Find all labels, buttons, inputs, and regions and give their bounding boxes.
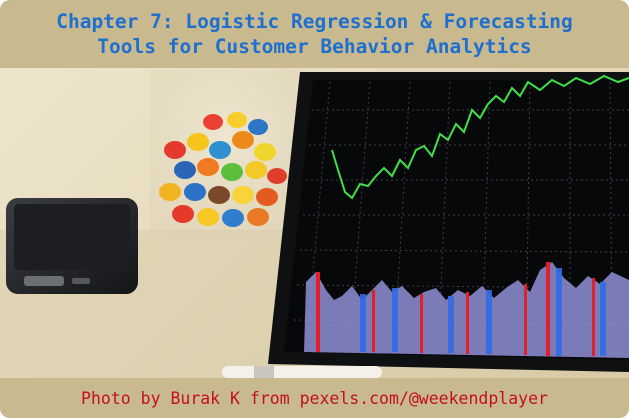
caption-band: Photo by Burak K from pexels.com/@weeken… [0,378,629,418]
chapter-title-line-1: Chapter 7: Logistic Regression & Forecas… [56,10,573,33]
photo-credit: Photo by Burak K from pexels.com/@weeken… [81,388,548,408]
stylus-icon [222,366,382,378]
stock-chart-icon [331,74,629,200]
candy-jar-icon [150,70,305,239]
smartphone-icon [6,198,138,294]
title-band: Chapter 7: Logistic Regression & Forecas… [0,0,629,68]
tablet-icon [268,72,629,372]
chapter-title-line-2: Tools for Customer Behavior Analytics [97,35,532,58]
